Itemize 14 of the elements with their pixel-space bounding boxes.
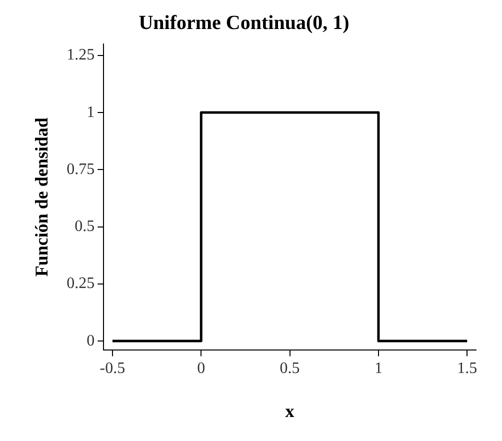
x-axis-title: x xyxy=(285,400,294,421)
x-tick-label: 1 xyxy=(374,360,382,378)
x-tick-label: -0.5 xyxy=(100,360,126,378)
chart-title: Uniforme Continua(0, 1) xyxy=(138,12,350,34)
y-tick-label: 0.25 xyxy=(66,275,95,292)
y-tick-label: 1.25 xyxy=(66,46,95,64)
x-tick-label: 0.5 xyxy=(280,360,300,378)
x-tick-label: 0 xyxy=(197,360,206,378)
y-tick-label: 1 xyxy=(86,104,95,121)
y-tick-label: 0.5 xyxy=(74,218,95,236)
y-tick-label: 0 xyxy=(86,332,95,350)
x-tick-label: 1.5 xyxy=(457,360,478,378)
y-axis-title: Función de densidad xyxy=(31,118,52,277)
y-tick-label: 0.75 xyxy=(66,160,95,178)
